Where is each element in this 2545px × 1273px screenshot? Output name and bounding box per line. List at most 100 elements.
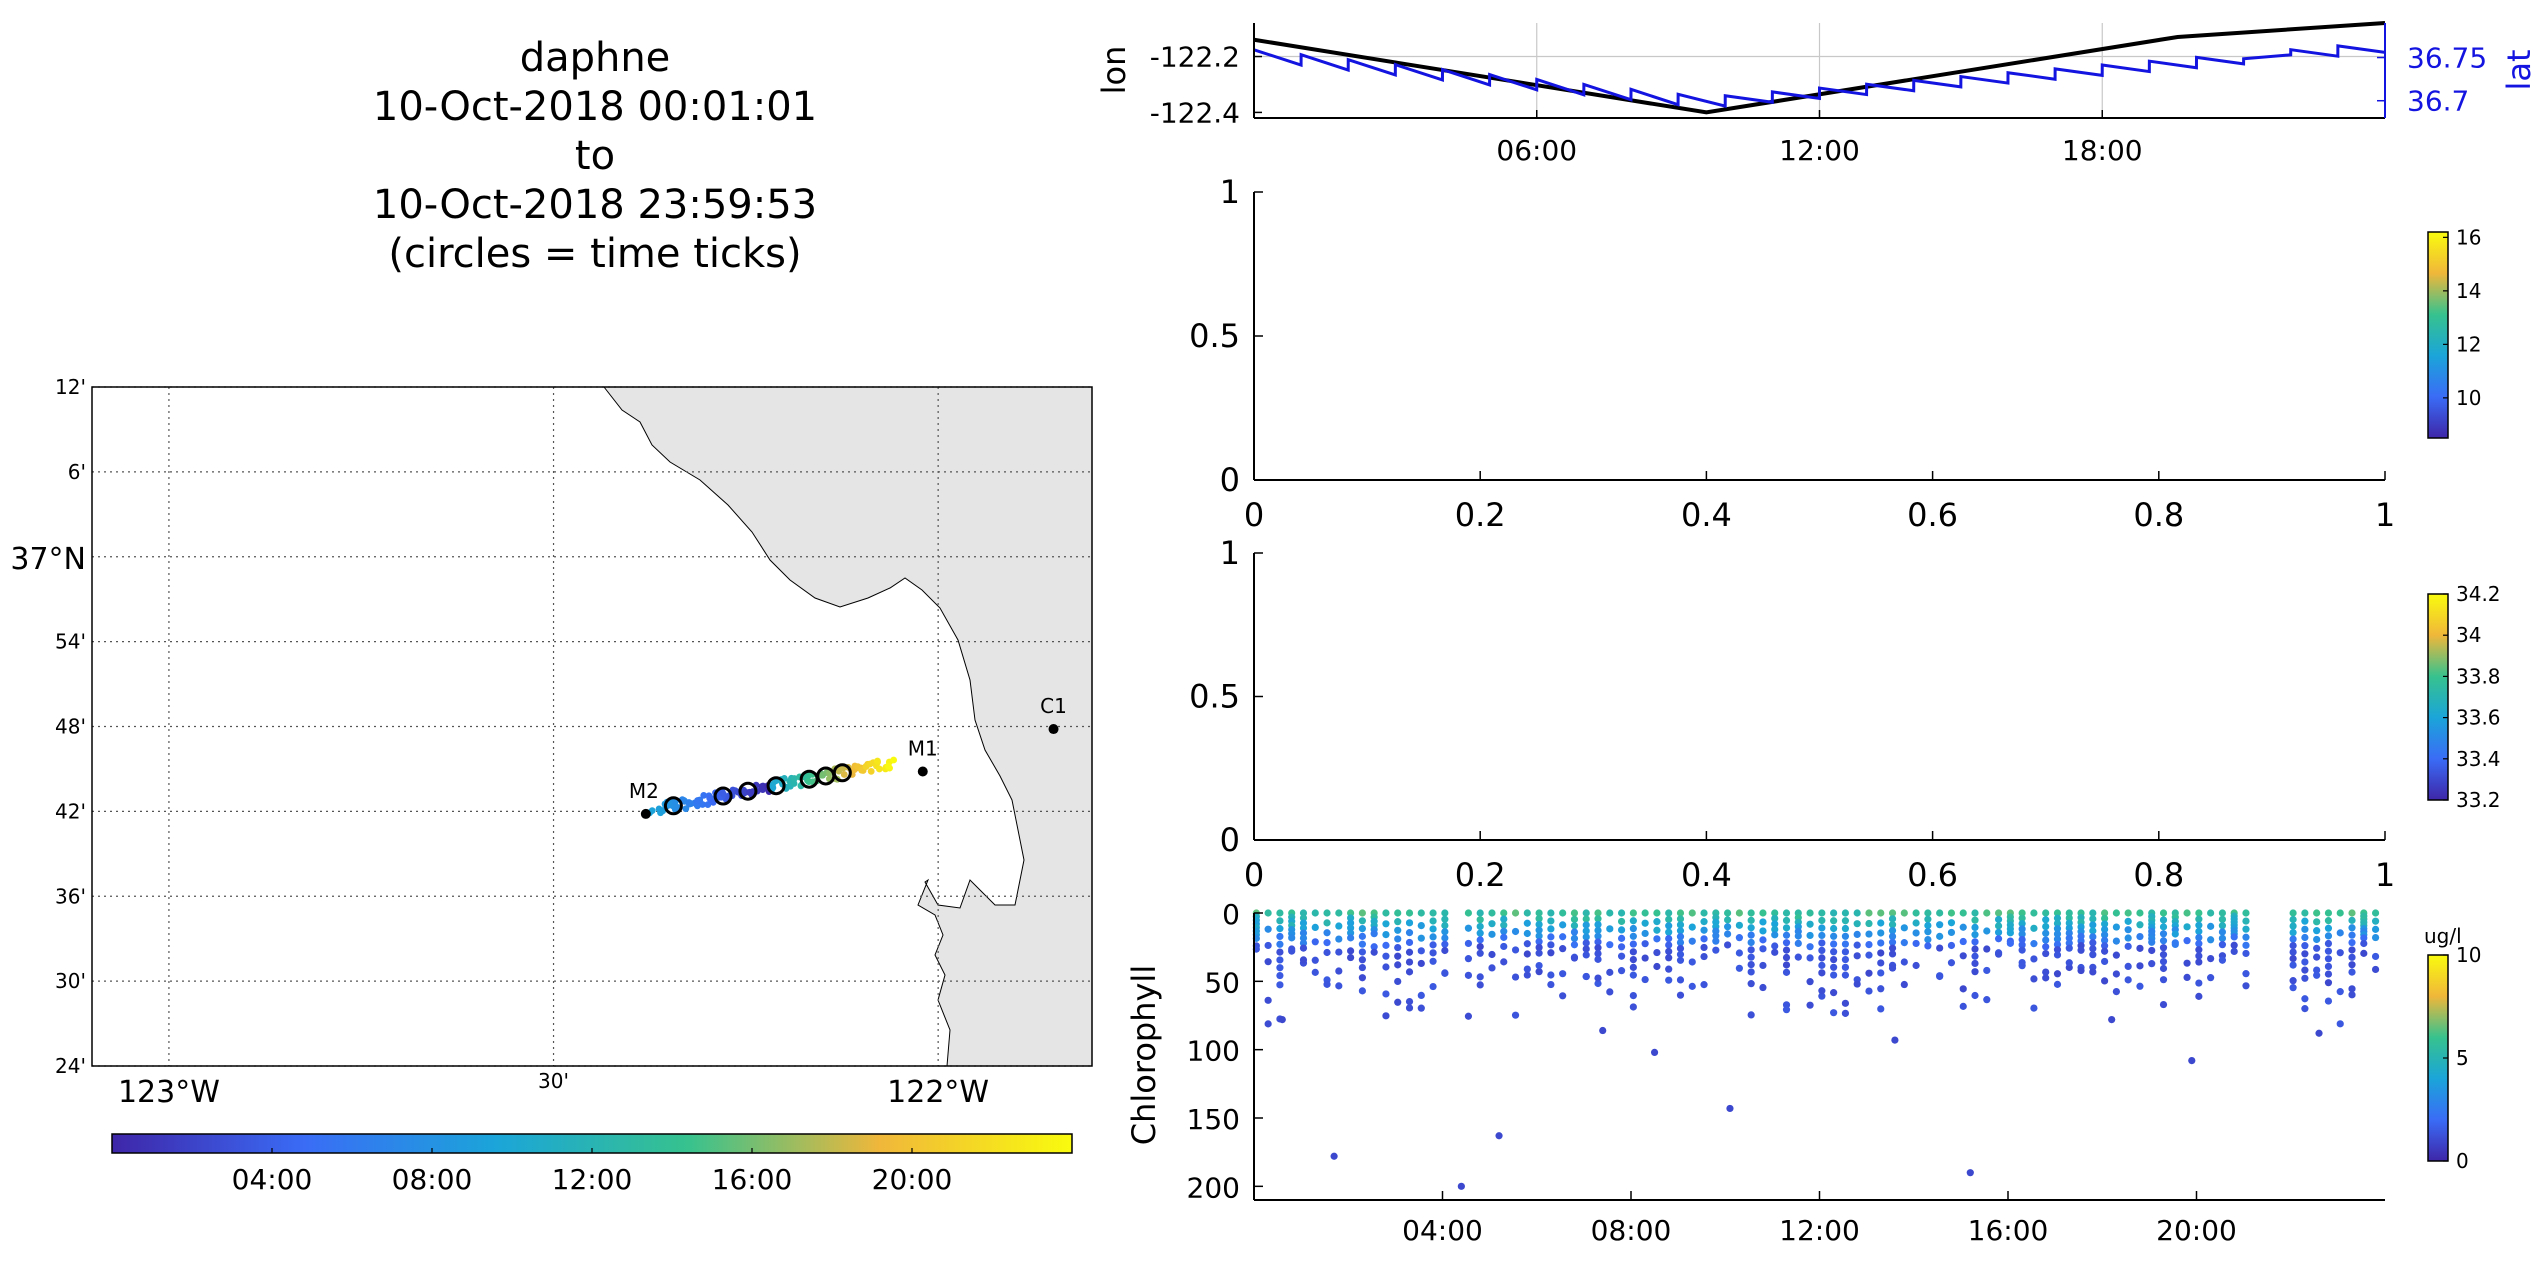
- chlorophyll-point: [1676, 933, 1685, 941]
- chlorophyll-point: [1594, 938, 1602, 946]
- chlorophyll-point: [1299, 956, 1308, 964]
- time-tick-circle: [766, 776, 786, 796]
- chlorophyll-point: [1726, 1104, 1734, 1113]
- chlorophyll-point: [2195, 992, 2203, 1000]
- chlorophyll-point: [2348, 953, 2356, 961]
- chlorophyll-point: [1936, 932, 1944, 940]
- chlorophyll-point: [1441, 934, 1449, 942]
- chlorophyll-point: [1476, 909, 1484, 917]
- chlorophyll-point: [1405, 919, 1414, 927]
- chlorophyll-point: [1500, 933, 1508, 941]
- chlorophyll-point: [2136, 944, 2144, 952]
- track-map: 12' 6' 37°N 54' 48' 42' 36' 30' 24' 123°W 30' 122°W…: [10, 375, 1093, 1196]
- map-lon-tick-label: 122°W: [887, 1075, 989, 1110]
- chlorophyll-point: [1971, 945, 1979, 953]
- chl-y-tick-label: 50: [1204, 966, 1240, 999]
- chlorophyll-point: [1641, 940, 1649, 948]
- chlorophyll-point: [2018, 962, 2026, 970]
- time-tick-circle: [832, 763, 852, 783]
- chlorophyll-point: [2018, 930, 2026, 938]
- chlorophyll-point: [1417, 909, 1425, 917]
- chlorophyll-point: [2242, 917, 2250, 925]
- chlorophyll-point: [1688, 909, 1696, 917]
- chlorophyll-point: [2136, 909, 2144, 917]
- map-lat-tick-label: 30': [55, 969, 86, 993]
- chlorophyll-point: [1394, 952, 1402, 960]
- chlorophyll-point: [1417, 959, 1425, 968]
- chlorophyll-point: [1311, 909, 1319, 917]
- chlorophyll-point: [1523, 971, 1531, 979]
- chlorophyll-point: [1994, 915, 2003, 924]
- station-label: M1: [908, 736, 938, 760]
- track-point: [699, 801, 706, 808]
- chlorophyll-point: [1606, 941, 1614, 949]
- chlorophyll-point: [1347, 947, 1355, 955]
- chlorophyll-point: [2077, 946, 2085, 954]
- chlorophyll-point: [1877, 969, 1885, 977]
- chlorophyll-point: [2183, 973, 2191, 981]
- chlorophyll-point: [2371, 917, 2380, 925]
- chlorophyll-point: [2124, 917, 2132, 925]
- empty2-colorbar: [2427, 593, 2449, 801]
- chlorophyll-point: [1441, 921, 1449, 930]
- chlorophyll-point: [1841, 955, 1850, 964]
- chlorophyll-point: [2006, 939, 2014, 947]
- chlorophyll-point: [2336, 929, 2344, 937]
- chlorophyll-point: [1641, 975, 1649, 984]
- chlorophyll-point: [2242, 941, 2250, 949]
- chlorophyll-point: [1853, 909, 1861, 917]
- chlorophyll-point: [2360, 949, 2368, 957]
- chlorophyll-point: [1311, 923, 1319, 932]
- chlorophyll-point: [2101, 909, 2109, 917]
- chlorophyll-point: [1806, 1001, 1814, 1009]
- chlorophyll-point: [2324, 962, 2333, 971]
- chlorophyll-point: [1394, 909, 1402, 917]
- chlorophyll-point: [1688, 958, 1696, 966]
- chlorophyll-point: [1582, 927, 1590, 935]
- chlorophyll-point: [2371, 925, 2380, 933]
- empty2-colorbar-tick-label: 34.2: [2456, 582, 2501, 606]
- chlorophyll-point: [2313, 927, 2321, 935]
- chlorophyll-point: [2230, 947, 2238, 956]
- chlorophyll-point: [1299, 919, 1308, 927]
- chlorophyll-axis-label: Chlorophyll: [1125, 965, 1163, 1145]
- chlorophyll-point: [1559, 945, 1567, 953]
- lon-axis-label: lon: [1095, 46, 1133, 95]
- chlorophyll-point: [2089, 915, 2097, 923]
- chlorophyll-point: [1464, 939, 1473, 948]
- chlorophyll-point: [1276, 925, 1284, 933]
- chlorophyll-point: [2101, 977, 2109, 985]
- chlorophyll-point: [1535, 943, 1543, 951]
- chlorophyll-point: [1500, 942, 1508, 951]
- chlorophyll-point: [1323, 929, 1331, 937]
- chlorophyll-point: [2101, 914, 2109, 923]
- chlorophyll-point: [1830, 948, 1838, 956]
- chlorophyll-point: [1806, 943, 1814, 951]
- chlorophyll-point: [1457, 1182, 1465, 1190]
- chlorophyll-point: [1417, 1004, 1425, 1012]
- chlorophyll-point: [1582, 921, 1590, 929]
- chlorophyll-point: [1653, 948, 1661, 957]
- chlorophyll-point: [1559, 921, 1567, 929]
- chlorophyll-point: [1523, 929, 1531, 938]
- chlorophyll-point: [1299, 934, 1308, 942]
- chlorophyll-point: [1877, 959, 1885, 967]
- chlorophyll-point: [1841, 940, 1850, 948]
- chlorophyll-point: [2207, 936, 2215, 944]
- chlorophyll-point: [2101, 920, 2109, 928]
- chlorophyll-point: [1782, 968, 1791, 976]
- chlorophyll-point: [2348, 961, 2356, 969]
- chlorophyll-point: [1382, 1012, 1390, 1020]
- chlorophyll-point: [2053, 925, 2062, 933]
- chlorophyll-point: [2042, 974, 2050, 982]
- chlorophyll-point: [1264, 909, 1272, 917]
- chlorophyll-point: [1700, 952, 1708, 961]
- chlorophyll-point: [1264, 925, 1272, 933]
- chlorophyll-point: [2324, 955, 2333, 963]
- chlorophyll-point: [1405, 929, 1414, 937]
- chlorophyll-point: [1947, 919, 1956, 927]
- map-lat-tick-label: 42': [55, 799, 86, 823]
- chlorophyll-point: [1594, 979, 1602, 988]
- chlorophyll-point: [1429, 917, 1437, 925]
- chlorophyll-point: [1495, 1132, 1503, 1140]
